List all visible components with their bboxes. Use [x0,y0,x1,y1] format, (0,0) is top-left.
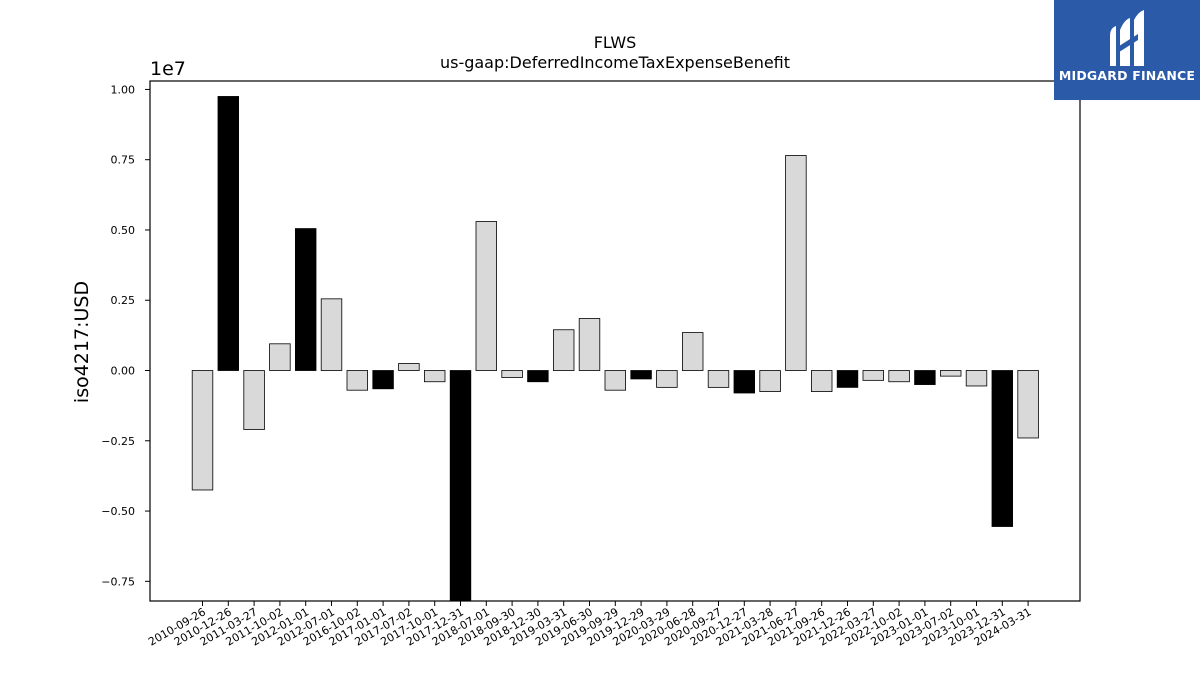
bar [346,370,369,391]
bar [836,370,859,388]
plot-frame [149,80,1081,602]
y-axis-label: iso4217:USD [71,281,93,403]
bar [475,221,498,371]
y-tick-label: 0.75 [111,154,136,167]
y-ticks-group: 1.00 0.75 0.50 0.25 0.00 −0.25 −0.50 −0.75 [101,83,150,588]
bar [423,370,446,383]
midgard-logo-icon [1110,10,1144,66]
bar [914,370,936,385]
bar [759,370,781,392]
bar [372,370,394,390]
logo-text: MIDGARD FINANCE [1058,68,1196,83]
y-tick-label: −0.50 [101,505,135,518]
bar [320,298,343,371]
bar [243,370,265,430]
bar [656,370,678,388]
bar [294,228,317,371]
bar [862,370,885,381]
bar [269,343,291,371]
y-tick-label: 0.25 [111,294,136,307]
y-tick-label: 0.50 [111,224,136,237]
bar [940,370,962,377]
bar [707,370,730,388]
bar [449,370,472,602]
bar [1017,370,1039,439]
bars-group [191,96,1039,602]
bar [578,318,601,371]
y-tick-label: 1.00 [111,83,136,96]
y-tick-label: −0.25 [101,435,135,448]
y-offset-label: 1e7 [150,58,186,80]
bar [888,370,910,383]
chart-title: FLWS [594,33,637,52]
bar [630,370,652,380]
y-tick-label: 0.00 [111,365,136,378]
bar [553,329,575,371]
bar [398,363,420,371]
y-tick-label: −0.75 [101,575,135,588]
midgard-finance-logo: MIDGARD FINANCE [1054,0,1200,100]
bar [991,370,1014,527]
bar [501,370,523,378]
bar [527,370,549,383]
bar [965,370,988,387]
bar [785,155,807,371]
bar [191,370,214,491]
bar [217,96,240,371]
bar [811,370,833,392]
bar [682,332,704,371]
bar [733,370,756,394]
chart-subtitle: us-gaap:DeferredIncomeTaxExpenseBenefit [440,53,790,72]
x-ticks-group: 2010-09-262010-12-262011-03-272011-10-02… [146,601,1034,649]
bar [604,370,627,391]
